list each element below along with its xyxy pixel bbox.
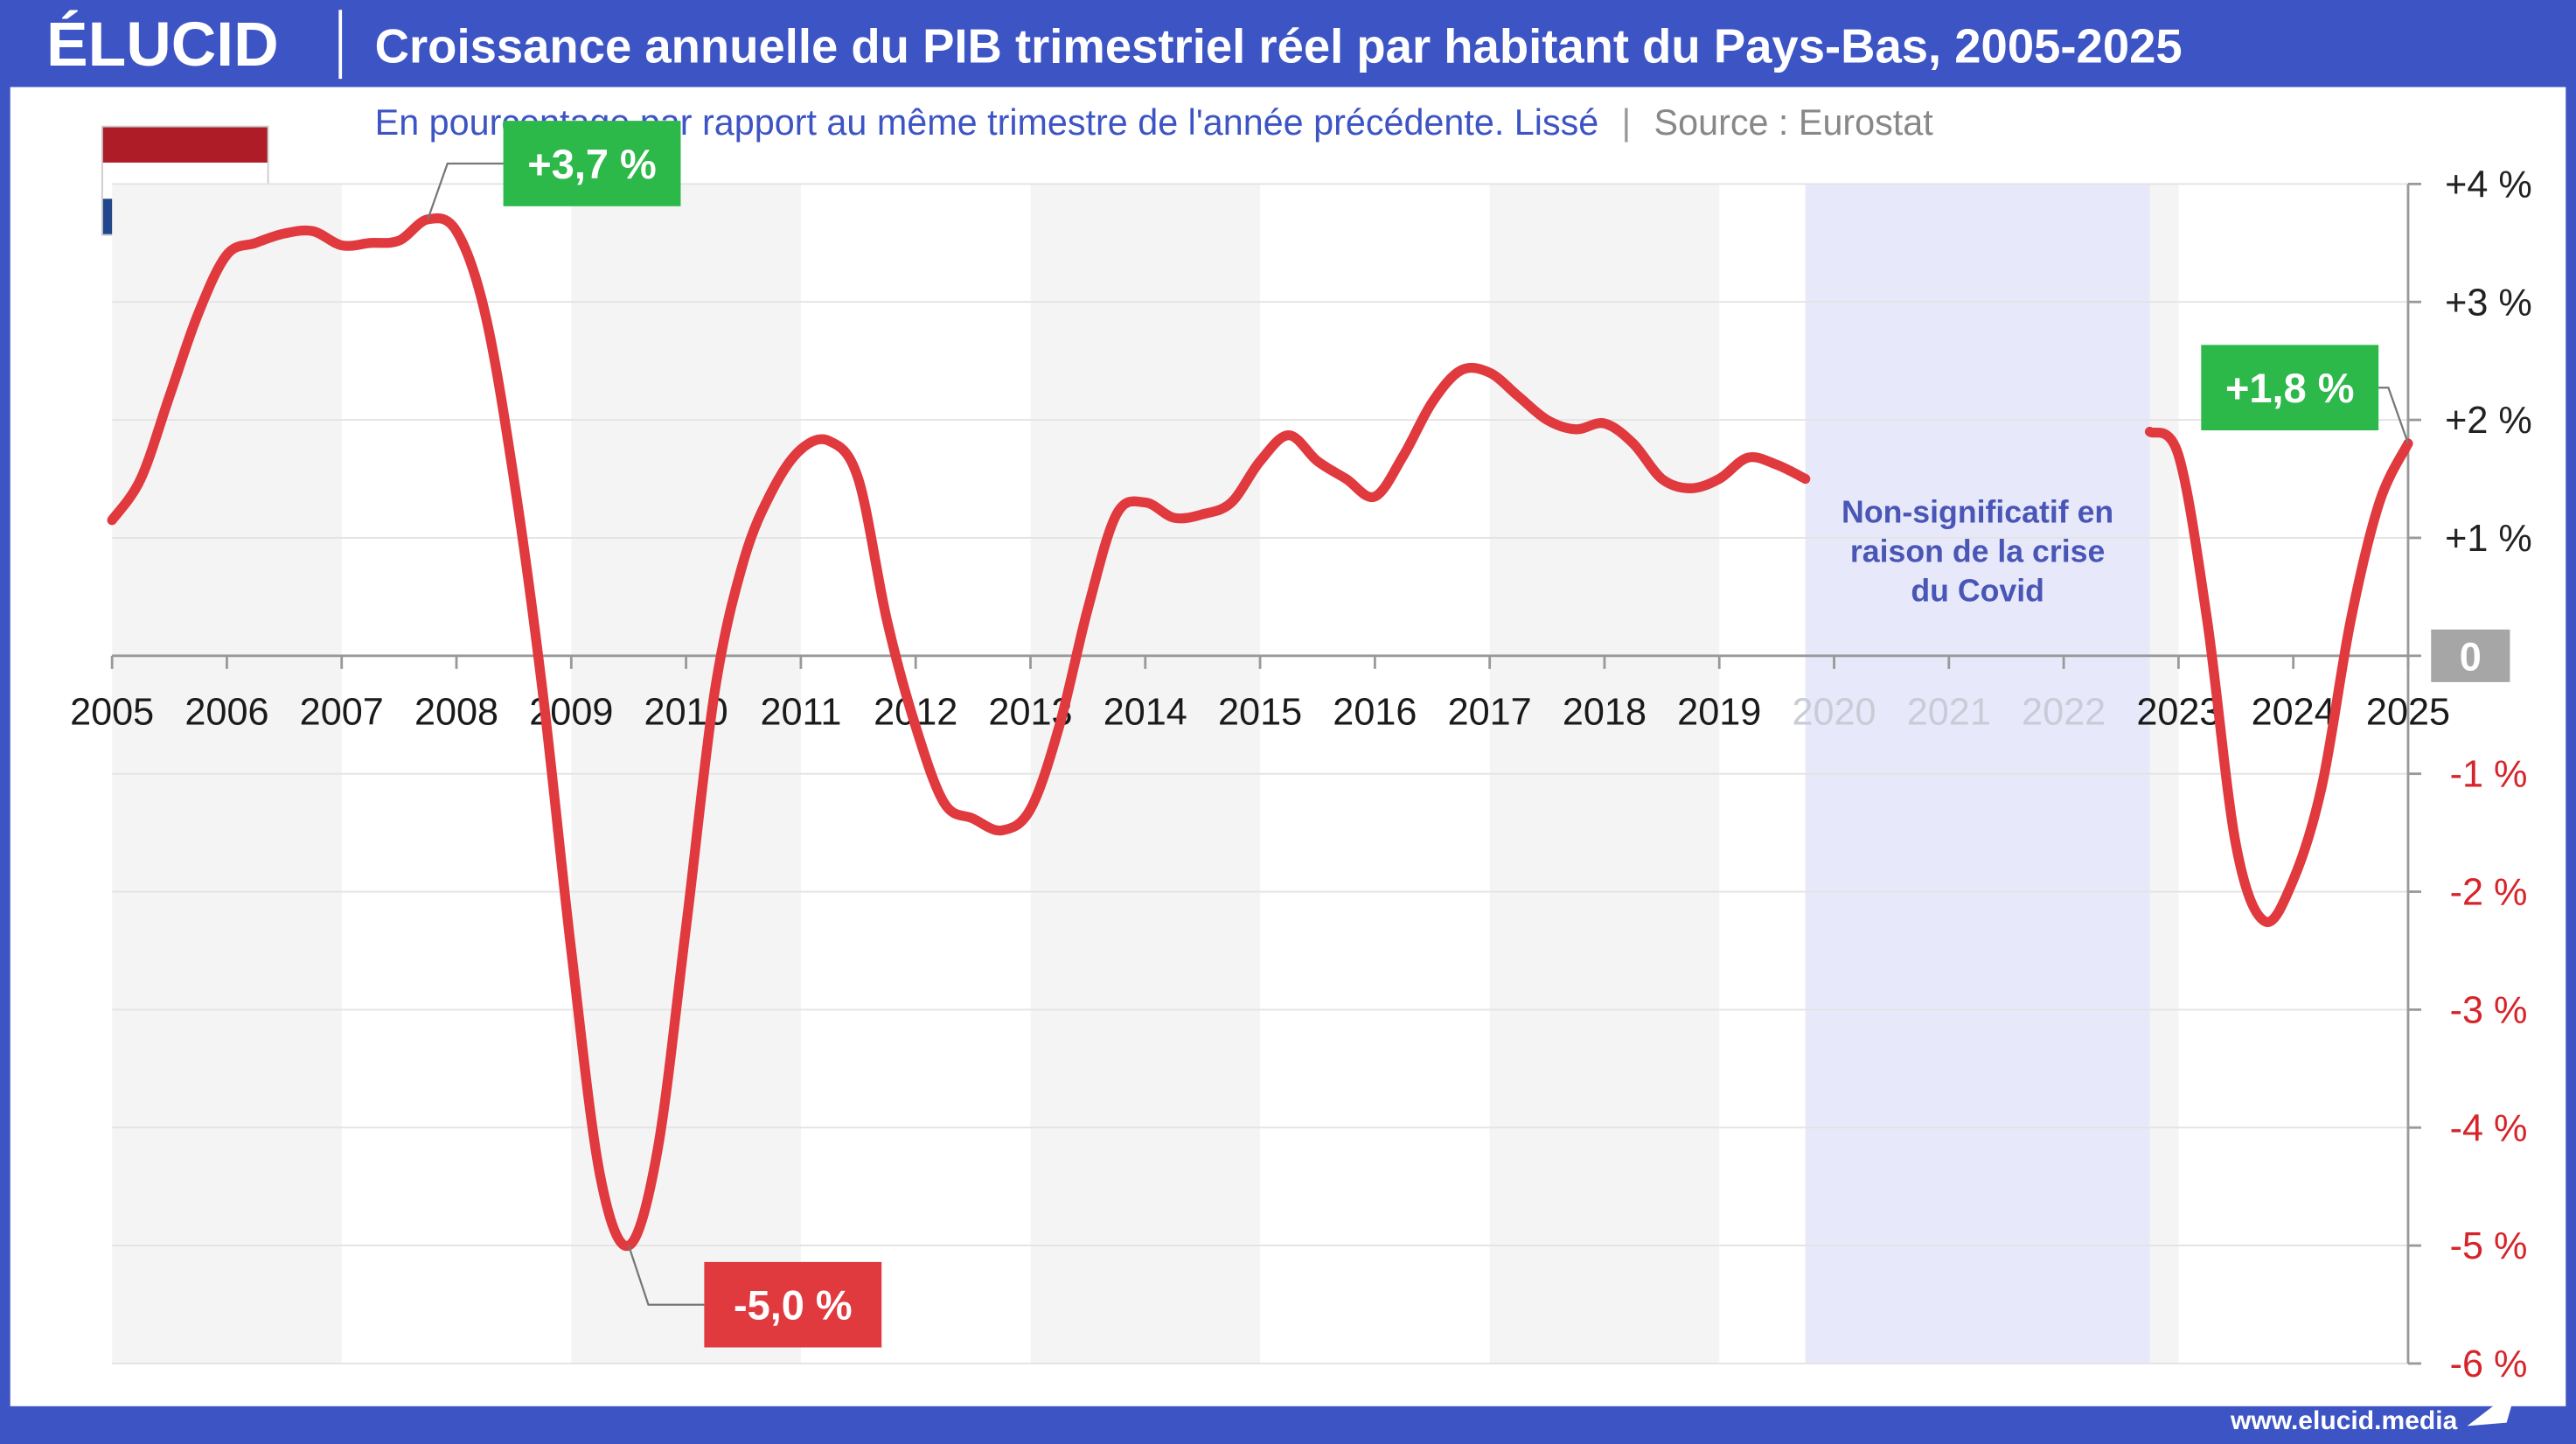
x-tick-label: 2005 <box>70 692 154 734</box>
annotation-label: +3,7 % <box>527 141 656 187</box>
y-tick-label: +3 % <box>2445 282 2532 324</box>
zero-label-box <box>2431 629 2510 682</box>
x-tick-label: 2025 <box>2366 692 2450 734</box>
x-tick-label: 2021 <box>1907 692 1991 734</box>
x-tick-label: 2019 <box>1677 692 1761 734</box>
chart-title: Croissance annuelle du PIB trimestriel r… <box>375 19 2183 73</box>
source-text: Source : Eurostat <box>1654 102 1934 143</box>
annotation-box <box>2201 345 2379 431</box>
y-tick-label: -3 % <box>2450 989 2528 1031</box>
x-tick-label: 2017 <box>1448 692 1532 734</box>
x-tick-label: 2015 <box>1218 692 1302 734</box>
x-tick-label: 2011 <box>760 692 841 734</box>
annotation-label: -5,0 % <box>734 1282 853 1329</box>
panel <box>10 87 2566 1406</box>
y-tick-label: 0 <box>2460 635 2482 680</box>
y-tick-label: +1 % <box>2445 518 2532 560</box>
x-tick-label: 2023 <box>2136 692 2220 734</box>
y-tick-label: -1 % <box>2450 754 2528 796</box>
y-tick-label: +4 % <box>2445 164 2532 206</box>
x-tick-label: 2018 <box>1563 692 1647 734</box>
x-tick-label: 2016 <box>1333 692 1417 734</box>
brand-logo: ÉLUCID <box>46 9 279 80</box>
x-tick-label: 2007 <box>300 692 384 734</box>
x-tick-label: 2024 <box>2252 692 2336 734</box>
data-line <box>2144 426 2413 927</box>
annotation-connector <box>2378 387 2410 444</box>
shaded-region-label: Non-significatif en <box>1841 494 2113 529</box>
subtitle-separator: | <box>1622 102 1632 143</box>
data-line <box>107 213 1811 1252</box>
y-tick-label: -4 % <box>2450 1107 2528 1149</box>
y-tick-label: -2 % <box>2450 872 2528 914</box>
x-tick-label: 2014 <box>1104 692 1187 734</box>
annotation-box <box>503 121 681 206</box>
y-tick-label: -6 % <box>2450 1343 2528 1385</box>
footer-url: www.elucid.media <box>2230 1406 2458 1435</box>
x-tick-label: 2008 <box>414 692 498 734</box>
annotation-connector <box>427 162 504 220</box>
annotation-connector <box>627 1245 705 1306</box>
annotation-box <box>704 1261 882 1348</box>
x-tick-label: 2020 <box>1792 692 1876 734</box>
shaded-region-label: du Covid <box>1911 573 2044 608</box>
x-tick-label: 2006 <box>184 692 268 734</box>
shaded-region-label: raison de la crise <box>1850 534 2105 569</box>
annotation-label: +1,8 % <box>2225 365 2354 411</box>
y-tick-label: +2 % <box>2445 400 2532 442</box>
flag-red <box>101 126 268 163</box>
x-tick-label: 2022 <box>2022 692 2106 734</box>
y-tick-label: -5 % <box>2450 1225 2528 1267</box>
plot-area: +4 % +3 % +2 % +1 % 0 -1 % -2 % -3 % -4 % -5 % -6 … <box>70 121 2532 1385</box>
